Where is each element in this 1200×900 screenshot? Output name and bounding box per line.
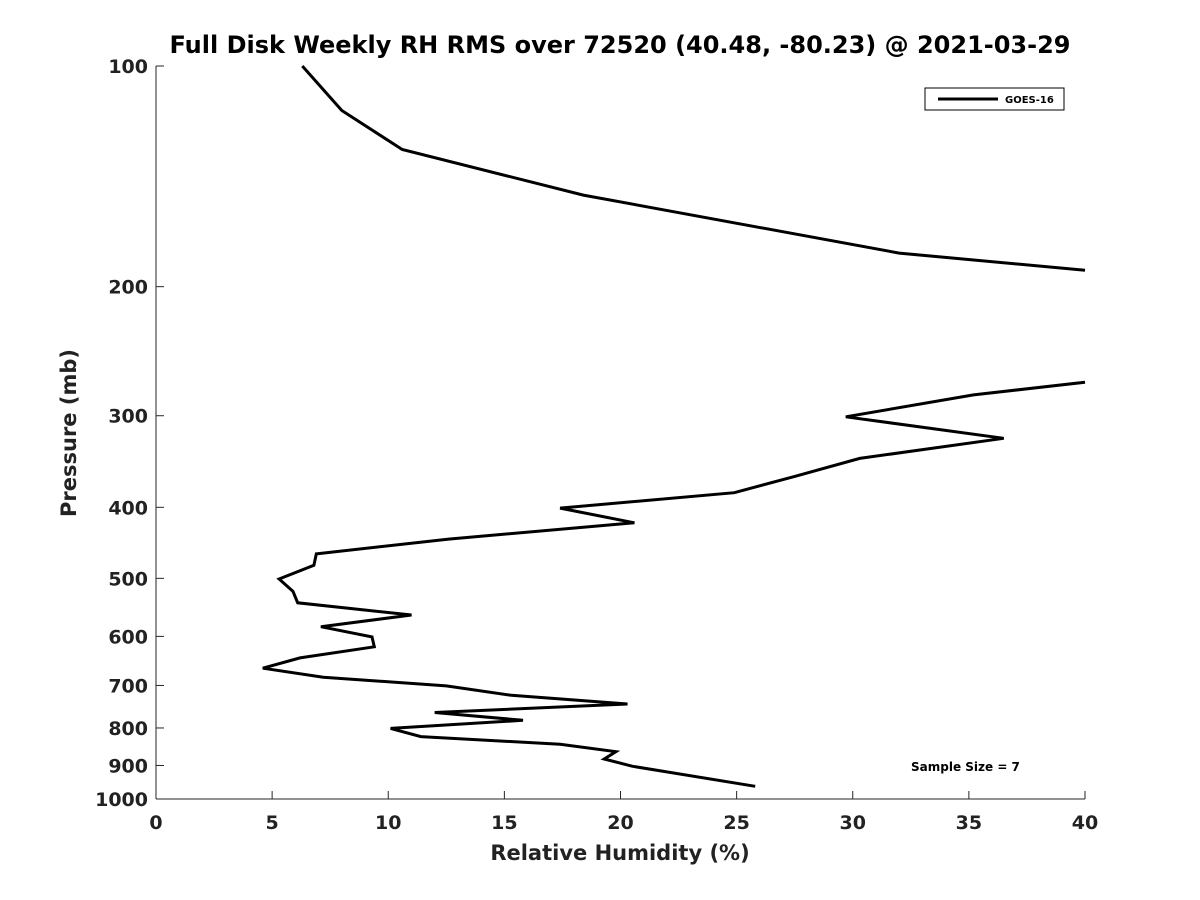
legend: GOES-16	[924, 87, 1065, 111]
x-tick-label: 25	[723, 812, 749, 834]
chart-title: Full Disk Weekly RH RMS over 72520 (40.4…	[169, 31, 1070, 59]
y-tick-label: 200	[108, 277, 148, 299]
x-tick-label: 40	[1072, 812, 1098, 834]
x-tick-label: 0	[149, 812, 162, 834]
y-ticks: 100 200 300 400 500 600 700 800 900 1000	[95, 56, 164, 811]
y-tick-label: 400	[108, 497, 148, 519]
y-axis-label: Pressure (mb)	[57, 349, 81, 517]
x-tick-label: 5	[266, 812, 279, 834]
x-ticks: 0 5 10 15 20 25 30 35 40	[149, 791, 1098, 834]
y-tick-label: 900	[108, 755, 148, 777]
sample-size-annotation: Sample Size = 7	[911, 760, 1020, 774]
x-tick-label: 10	[375, 812, 401, 834]
y-tick-label: 800	[108, 718, 148, 740]
x-tick-label: 35	[956, 812, 982, 834]
x-axis-label: Relative Humidity (%)	[490, 841, 749, 865]
x-tick-label: 30	[840, 812, 866, 834]
y-tick-label: 600	[108, 626, 148, 648]
y-tick-label: 100	[108, 56, 148, 78]
legend-label: GOES-16	[1005, 95, 1054, 106]
x-tick-label: 15	[491, 812, 517, 834]
y-tick-label: 500	[108, 568, 148, 590]
plot-area	[155, 66, 1085, 800]
series-group	[262, 65, 1086, 788]
x-tick-label: 20	[607, 812, 633, 834]
y-tick-label: 1000	[95, 789, 148, 811]
y-tick-label: 300	[108, 406, 148, 428]
series-line-goes-16	[262, 65, 1086, 788]
y-tick-label: 700	[108, 675, 148, 697]
